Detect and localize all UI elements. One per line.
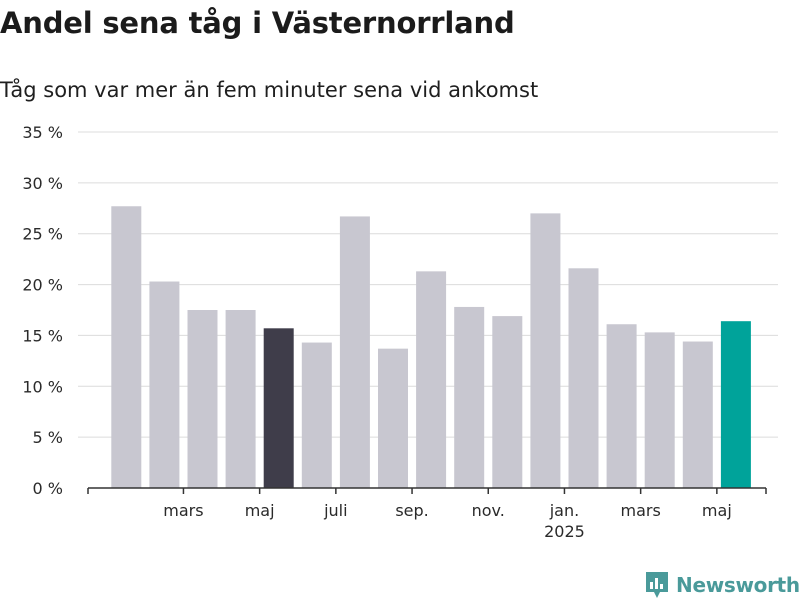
y-tick-label: 5 % [33, 428, 63, 447]
y-tick-label: 25 % [22, 225, 63, 244]
y-tick-label: 20 % [22, 276, 63, 295]
bar [454, 306, 485, 488]
y-tick-label: 30 % [22, 174, 63, 193]
bar [492, 316, 523, 488]
bar [187, 310, 218, 488]
chart-title: Andel sena tåg i Västernorrland [0, 6, 515, 40]
y-tick-label: 0 % [33, 479, 63, 498]
chart-subtitle: Tåg som var mer än fem minuter sena vid … [0, 78, 539, 102]
y-tick-label: 35 % [22, 123, 63, 142]
y-axis-tick-labels: 0 % 5 % 10 % 15 % 20 % 25 % 30 % 35 % [22, 123, 63, 498]
x-tick-label: juli [323, 501, 347, 520]
newsworthy-logo-icon [646, 572, 668, 598]
bar [416, 271, 447, 488]
newsworthy-logo: Newsworthy [644, 570, 800, 600]
bar [530, 213, 561, 488]
bar [378, 348, 408, 488]
bar [263, 328, 294, 488]
y-tick-label: 15 % [22, 326, 63, 345]
y-tick-label: 10 % [22, 377, 63, 396]
bar [606, 324, 637, 488]
bars [111, 206, 751, 488]
x-tick-year-label: 2025 [544, 522, 585, 541]
bar [720, 321, 751, 488]
bar [225, 310, 256, 488]
x-tick-label: maj [702, 501, 732, 520]
bar [644, 332, 675, 488]
bar [111, 206, 142, 488]
x-tick-label: sep. [395, 501, 428, 520]
bar [149, 281, 180, 488]
x-tick-label: jan. [549, 501, 579, 520]
x-tick-label: mars [620, 501, 660, 520]
bar [568, 268, 599, 488]
x-tick-label: maj [245, 501, 275, 520]
bar [682, 341, 713, 488]
bar [339, 216, 370, 488]
x-tick-label: mars [163, 501, 203, 520]
brand-name: Newsworthy [676, 573, 800, 597]
bar [301, 342, 332, 488]
x-axis [87, 487, 767, 494]
x-tick-label: nov. [472, 501, 505, 520]
x-axis-tick-labels: mars maj juli sep. nov. jan. 2025 mars maj [163, 501, 731, 541]
